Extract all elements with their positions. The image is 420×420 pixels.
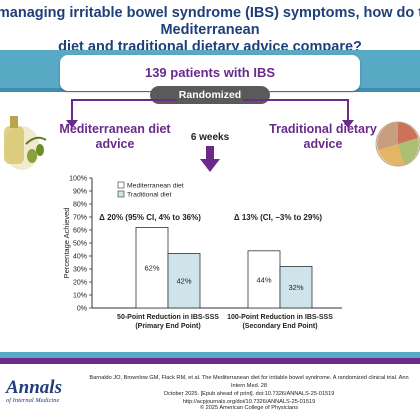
annals-logo: Annals [6,377,62,398]
delta-annotation: Δ 20% (95% CI, 4% to 36%) [99,213,201,222]
y-tick-label: 90% [73,189,87,196]
x-category-label: 50-Point Reduction in IBS-SSS [117,314,219,321]
y-tick-label: 0% [77,306,87,313]
right-branch-arrow-icon [243,99,354,128]
y-tick-label: 10% [73,293,87,300]
bar-value-label: 44% [256,275,271,284]
arm-mediterranean-label: Mediterranean diet advice [59,122,171,151]
duration-label: 6 weeks [190,132,230,143]
randomized-pill: Randomized [150,86,270,104]
bar-value-label: 42% [176,277,191,286]
y-tick-label: 50% [73,241,87,248]
bottom-band [0,352,420,360]
left-branch-arrow-icon [66,99,177,128]
footer: Annals of Internal Medicine Barnaldo JO,… [0,366,420,420]
citation: Barnaldo JO, Brownlow GM, Flack RM, et a… [84,374,414,406]
x-category-label: 100-Point Reduction in IBS-SSS [227,314,333,321]
olive-oil-illustration-icon [4,116,47,170]
legend-swatch [117,181,125,189]
bar [279,266,313,309]
results-bar-chart: 0% 10% 20% 30% 40% 50% 60% 70% 80% 90% 100% Percent… [62,176,342,330]
y-tick-label: 100% [69,176,87,183]
bar [135,227,169,309]
x-category-sublabel: (Secondary End Point) [242,323,317,330]
annals-logo-subtitle: of Internal Medicine [6,397,60,404]
legend-swatch [117,190,125,198]
y-tick-label: 20% [73,280,87,287]
title-line-1: In managing irritable bowel syndrome (IB… [0,5,420,38]
bottom-band-purple [0,358,420,364]
down-arrow-icon [200,146,220,172]
bar-value-label: 62% [144,264,159,273]
y-tick-label: 60% [73,228,87,235]
page-title: In managing irritable bowel syndrome (IB… [0,0,420,55]
y-tick-label: 70% [73,215,87,222]
bar-value-label: 32% [288,283,303,292]
arm-traditional-label: Traditional dietary advice [269,122,377,151]
y-tick-label: 80% [73,202,87,209]
legend-label: Traditional diet [127,192,171,199]
citation-line-3: http://acpjournals.org/doi/10.7326/ANNAL… [182,399,316,405]
x-category-sublabel: (Primary End Point) [135,323,200,330]
bar [167,253,201,309]
citation-line-1: Barnaldo JO, Brownlow GM, Flack RM, et a… [89,375,409,389]
legend-label: Mediterranean diet [127,183,184,190]
traditional-food-plate-illustration-icon [375,121,420,167]
bar [247,250,281,309]
copyright: © 2025 American College of Physicians [199,405,299,411]
patients-box: 139 patients with IBS [60,55,360,91]
y-tick-label: 40% [73,254,87,261]
delta-annotation: Δ 13% (CI, −3% to 29%) [234,213,323,222]
y-tick-label: 30% [73,267,87,274]
y-axis-title: Percentage Achieved [62,208,71,279]
citation-line-2: October 2025. [Epub ahead of print]. doi… [163,391,335,397]
